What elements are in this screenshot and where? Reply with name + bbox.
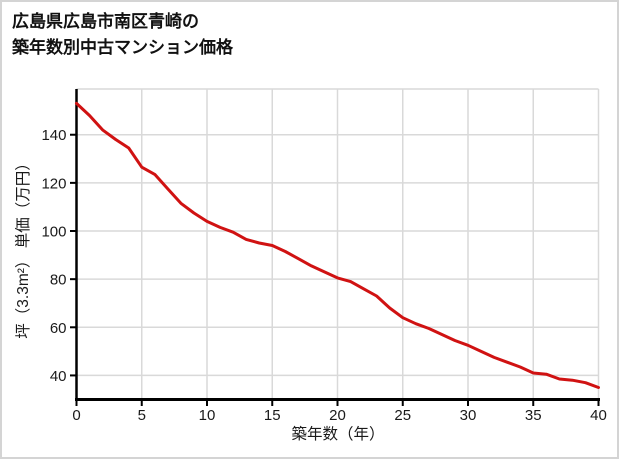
chart-title: 広島県広島市南区青崎の築年数別中古マンション価格: [12, 9, 233, 60]
chart-title-line1: 広島県広島市南区青崎の: [12, 12, 199, 31]
y-axis-title: 坪（3.3m²） 単価（万円）: [15, 155, 32, 339]
x-tick-label: 30: [460, 407, 477, 424]
x-tick-label: 0: [72, 407, 80, 424]
chart-title-line2: 築年数別中古マンション価格: [12, 37, 233, 57]
x-tick-label: 40: [590, 407, 607, 424]
x-axis-title: 築年数（年）: [291, 426, 385, 443]
y-tick-label: 60: [50, 320, 67, 337]
x-tick-label: 5: [138, 407, 146, 424]
y-tick-label: 100: [41, 224, 66, 241]
y-tick-label: 140: [41, 127, 66, 144]
x-tick-label: 10: [199, 407, 216, 424]
x-tick-label: 25: [394, 407, 411, 424]
y-tick-label: 120: [41, 175, 66, 192]
price-line-series: [75, 101, 600, 389]
y-tick-label: 80: [50, 272, 67, 289]
y-tick-label: 40: [50, 368, 67, 385]
x-tick-label: 15: [264, 407, 281, 424]
x-tick-label: 35: [525, 407, 542, 424]
x-tick-label: 20: [329, 407, 346, 424]
